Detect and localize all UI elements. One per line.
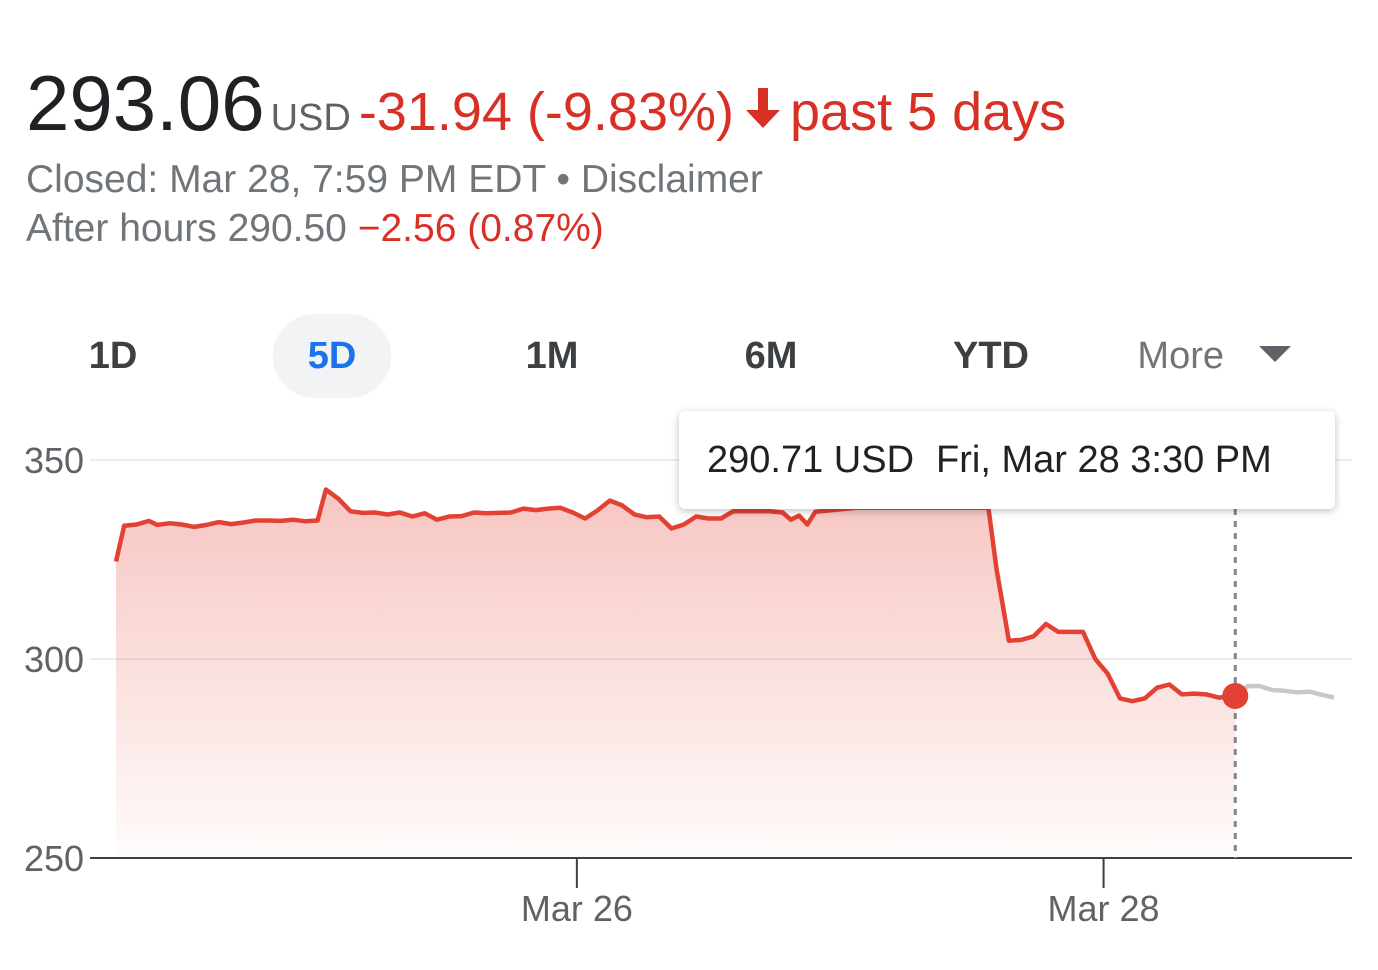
tab-more-label: More — [1137, 335, 1224, 377]
price-header: 293.06 USD -31.94 (-9.83%) past 5 days — [26, 58, 1066, 149]
y-tick-label-300: 300 — [24, 639, 84, 680]
after-hours-line — [1233, 683, 1335, 700]
y-tick-label-250: 250 — [24, 838, 84, 879]
price-change: -31.94 (-9.83%) — [358, 82, 734, 142]
highlight-point[interactable] — [1222, 682, 1249, 709]
tab-more[interactable]: More — [1120, 314, 1310, 398]
after-hours-status: After hours 290.50 −2.56 (0.87%) — [26, 207, 604, 251]
tab-1d[interactable]: 1D — [88, 335, 138, 377]
x-tick-label-0: Mar 26 — [521, 888, 633, 929]
period-label: past 5 days — [790, 82, 1067, 142]
tab-ytd[interactable]: YTD — [953, 335, 1029, 377]
after-hours-label: After hours 290.50 — [26, 207, 347, 250]
x-tick-label-1: Mar 28 — [1048, 888, 1160, 929]
dropdown-caret-icon — [1258, 346, 1291, 362]
tab-5d[interactable]: 5D — [273, 314, 391, 398]
tooltip-time: Fri, Mar 28 3:30 PM — [936, 439, 1272, 481]
price-line — [113, 487, 1236, 704]
after-hours-change: −2.56 (0.87%) — [357, 207, 604, 250]
current-price: 293.06 — [26, 59, 265, 147]
tab-6m[interactable]: 6M — [744, 335, 798, 377]
tab-1m[interactable]: 1M — [525, 335, 579, 377]
disclaimer-link[interactable]: Disclaimer — [580, 158, 763, 201]
arrow-down-icon — [740, 84, 786, 137]
y-tick-label-350: 350 — [24, 440, 84, 481]
closed-label: Closed: Mar 28, 7:59 PM EDT — [26, 158, 546, 201]
separator-dot: • — [556, 158, 570, 201]
tooltip-value: 290.71 USD — [707, 439, 915, 481]
price-area-fill — [116, 489, 1236, 858]
currency-label: USD — [270, 97, 351, 139]
closed-status: Closed: Mar 28, 7:59 PM EDT • Disclaimer — [26, 158, 763, 202]
chart-tooltip: 290.71 USD Fri, Mar 28 3:30 PM — [679, 411, 1335, 509]
